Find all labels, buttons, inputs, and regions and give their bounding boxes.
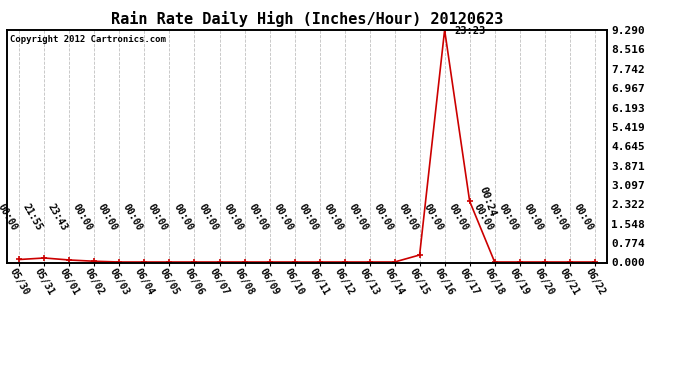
Text: 00:00: 00:00 xyxy=(71,201,95,232)
Text: 00:00: 00:00 xyxy=(0,201,19,232)
Text: 00:00: 00:00 xyxy=(296,201,319,232)
Text: 00:00: 00:00 xyxy=(121,201,144,232)
Text: 00:00: 00:00 xyxy=(571,201,595,232)
Text: 00:00: 00:00 xyxy=(96,201,119,232)
Text: 00:00: 00:00 xyxy=(546,201,570,232)
Text: 00:00: 00:00 xyxy=(146,201,170,232)
Text: 00:00: 00:00 xyxy=(171,201,195,232)
Text: 00:00: 00:00 xyxy=(396,201,420,232)
Text: 00:00: 00:00 xyxy=(271,201,295,232)
Text: 00:00: 00:00 xyxy=(246,201,270,232)
Text: 00:00: 00:00 xyxy=(322,201,344,232)
Text: Copyright 2012 Cartronics.com: Copyright 2012 Cartronics.com xyxy=(10,34,166,44)
Text: 00:00: 00:00 xyxy=(471,201,495,232)
Text: 00:00: 00:00 xyxy=(496,201,520,232)
Text: 00:00: 00:00 xyxy=(371,201,395,232)
Text: 00:00: 00:00 xyxy=(221,201,244,232)
Text: 00:24: 00:24 xyxy=(477,185,497,218)
Text: 23:23: 23:23 xyxy=(455,26,486,36)
Text: 23:43: 23:43 xyxy=(46,201,70,232)
Text: 00:00: 00:00 xyxy=(346,201,370,232)
Text: 00:00: 00:00 xyxy=(196,201,219,232)
Text: 00:00: 00:00 xyxy=(446,201,470,232)
Text: 00:00: 00:00 xyxy=(422,201,444,232)
Text: 21:55: 21:55 xyxy=(21,201,44,232)
Title: Rain Rate Daily High (Inches/Hour) 20120623: Rain Rate Daily High (Inches/Hour) 20120… xyxy=(111,12,503,27)
Text: 00:00: 00:00 xyxy=(522,201,544,232)
